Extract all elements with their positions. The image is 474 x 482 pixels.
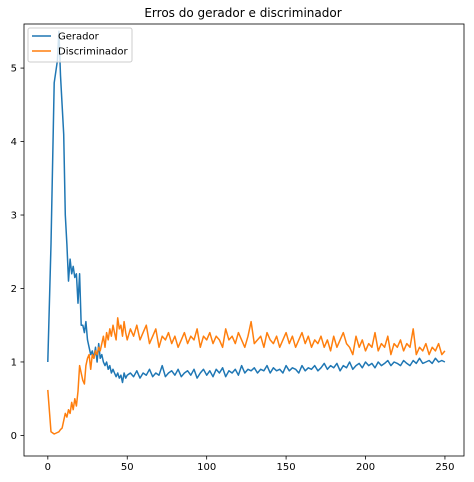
y-tick-label: 3 (11, 211, 17, 222)
x-tick-label: 0 (45, 462, 51, 473)
series-group (47, 30, 446, 435)
legend-box (27, 27, 133, 63)
x-tick-label: 200 (356, 462, 375, 473)
series-line-discriminador (47, 317, 446, 435)
plot-area (24, 24, 464, 456)
y-tick-label: 5 (11, 64, 17, 75)
legend-label-gerador: Gerador (58, 32, 100, 43)
x-tick-label: 50 (121, 462, 134, 473)
y-tick-label: 1 (11, 357, 17, 368)
y-tick-label: 4 (11, 137, 17, 148)
axes-group: 0 50 100 150 200 250 0 1 2 3 4 5 (11, 64, 455, 473)
x-tick-label: 150 (277, 462, 296, 473)
y-tick-label: 2 (11, 284, 17, 295)
y-tick-label: 0 (11, 431, 17, 442)
x-tick-label: 250 (435, 462, 454, 473)
legend: Gerador Discriminador (27, 27, 133, 63)
legend-label-discriminador: Discriminador (58, 47, 129, 58)
plot-frame (23, 23, 465, 457)
x-tick-label: 100 (197, 462, 216, 473)
chart-title: Erros do gerador e discriminador (144, 6, 341, 20)
series-line-gerador (47, 30, 446, 384)
